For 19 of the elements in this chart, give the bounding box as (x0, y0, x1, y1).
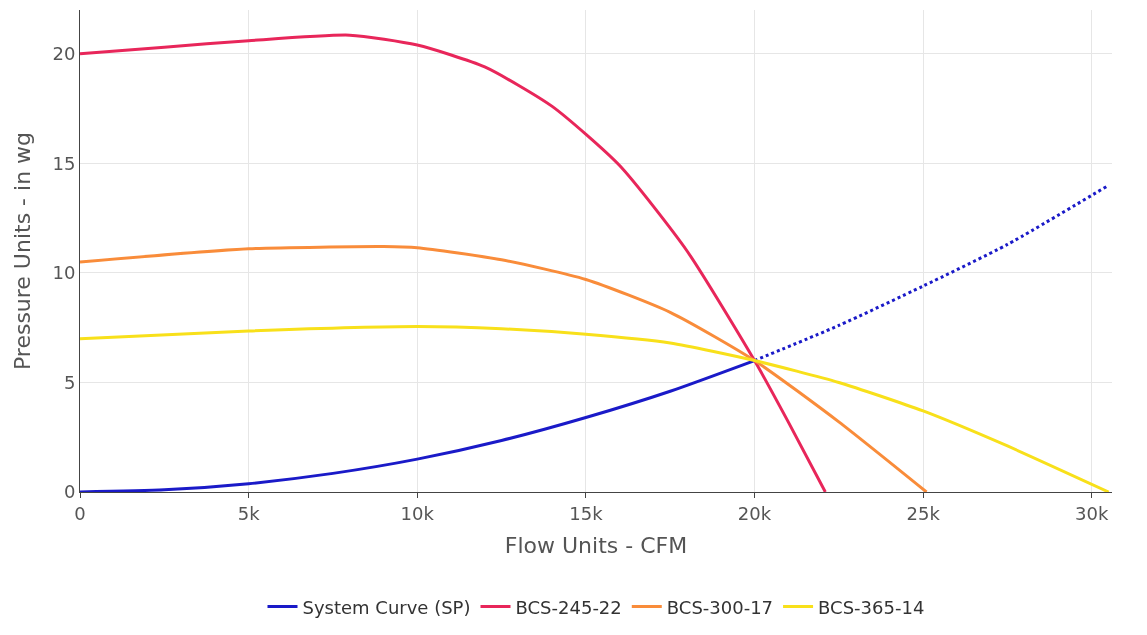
legend-label: BCS-300-17 (666, 596, 774, 618)
line-series (80, 245, 929, 492)
y-axis-title: Pressure Units - in wg (10, 131, 36, 371)
legend-label: System Curve (SP) (302, 596, 471, 618)
x-tick-label: 30k (1075, 502, 1109, 524)
y-tick-label: 20 (52, 43, 76, 65)
x-axis-title: Flow Units - CFM (504, 533, 688, 559)
legend-label: BCS-245-22 (515, 596, 622, 618)
y-tick-label: 10 (52, 262, 76, 284)
x-tick-label: 10k (400, 502, 435, 524)
x-tick-label: 20k (737, 502, 772, 524)
line-series (80, 33, 827, 492)
y-tick-label: 5 (63, 371, 76, 393)
y-tick-label: 0 (63, 481, 76, 503)
x-tick-label: 25k (906, 502, 941, 524)
legend-label: BCS-365-14 (818, 596, 925, 618)
y-tick-label: 15 (52, 152, 76, 174)
x-tick-label: 15k (569, 502, 604, 524)
x-tick-label: 5k (237, 502, 261, 524)
